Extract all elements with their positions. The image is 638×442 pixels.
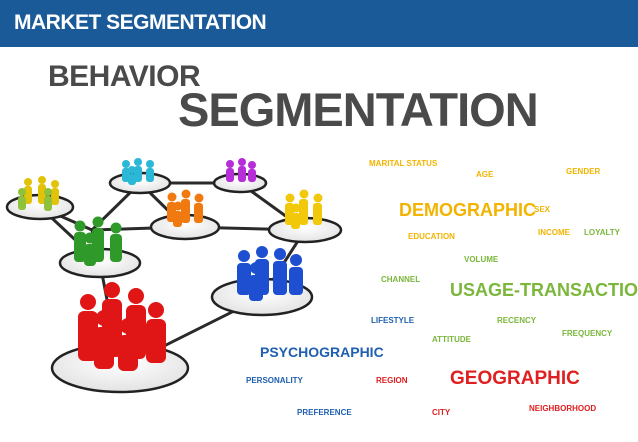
red-group bbox=[78, 282, 166, 371]
word-income: INCOME bbox=[538, 228, 570, 237]
blue-group bbox=[237, 246, 303, 301]
purple-group bbox=[226, 158, 256, 182]
word-psychographic: PSYCHOGRAPHIC bbox=[260, 344, 384, 360]
word-demographic: DEMOGRAPHIC bbox=[399, 200, 537, 220]
people-network-illustration bbox=[5, 158, 343, 394]
orange-group bbox=[167, 189, 204, 227]
green-group bbox=[18, 176, 59, 211]
word-loyalty: LOYALTY bbox=[584, 228, 621, 237]
word-usage-transaction: USAGE-TRANSACTION bbox=[450, 280, 638, 300]
word-preference: PREFERENCE bbox=[297, 408, 352, 417]
yellow-group bbox=[285, 189, 323, 229]
word-lifestyle: LIFESTYLE bbox=[371, 316, 415, 325]
title-behavior: BEHAVIOR bbox=[48, 60, 201, 93]
title-segmentation: SEGMENTATION bbox=[178, 83, 539, 136]
word-sex: SEX bbox=[534, 205, 551, 214]
word-recency: RECENCY bbox=[497, 316, 537, 325]
word-gender: GENDER bbox=[566, 167, 601, 176]
word-age: AGE bbox=[476, 170, 494, 179]
word-geographic: GEOGRAPHIC bbox=[450, 368, 580, 389]
word-attitude: ATTITUDE bbox=[432, 335, 471, 344]
word-neighborhood: NEIGHBORHOOD bbox=[529, 404, 597, 413]
word-marital-status: MARITAL STATUS bbox=[369, 159, 438, 168]
word-channel: CHANNEL bbox=[381, 275, 421, 284]
word-frequency: FREQUENCY bbox=[562, 329, 613, 338]
header-title: MARKET SEGMENTATION bbox=[14, 11, 267, 34]
word-city: CITY bbox=[432, 408, 451, 417]
word-education: EDUCATION bbox=[408, 232, 455, 241]
header-bar: MARKET SEGMENTATION bbox=[0, 0, 638, 47]
word-personality: PERSONALITY bbox=[246, 376, 303, 385]
word-region: REGION bbox=[376, 376, 408, 385]
darkgreen-group bbox=[74, 216, 122, 266]
word-volume: VOLUME bbox=[464, 255, 499, 264]
cyan-group bbox=[122, 158, 154, 185]
